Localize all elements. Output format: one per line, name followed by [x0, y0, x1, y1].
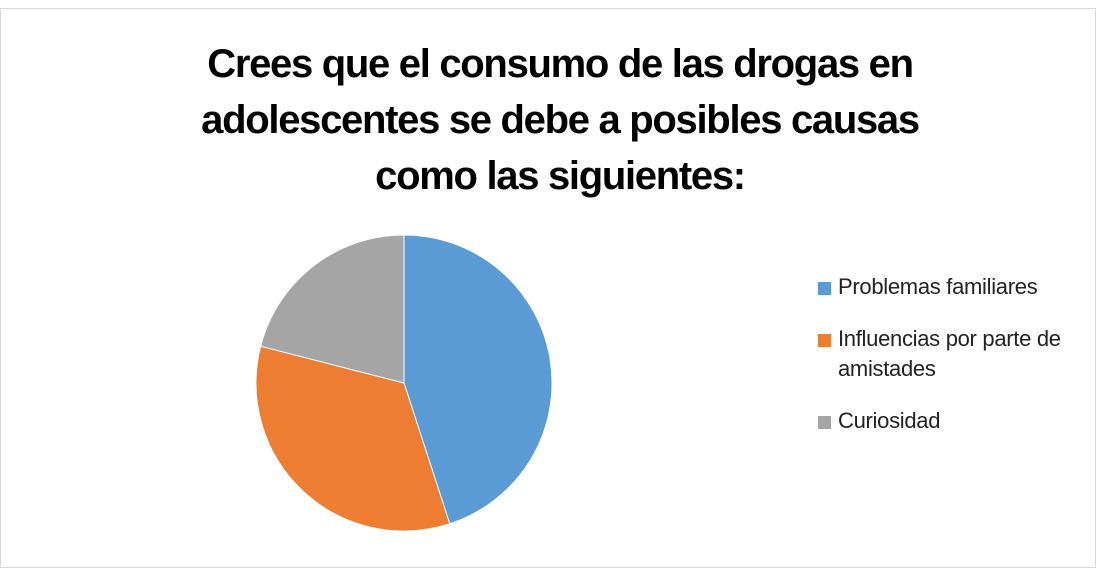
legend-swatch — [818, 334, 831, 347]
legend-item: Curiosidad — [818, 406, 1068, 436]
chart-title: Crees que el consumo de las drogas en ad… — [201, 42, 920, 198]
pie-slice — [403, 234, 553, 525]
chart — [255, 234, 553, 532]
legend-label: Problemas familiares — [838, 274, 1038, 299]
legend-swatch — [818, 282, 831, 295]
pie-slice — [255, 345, 451, 532]
legend-item: Problemas familiares — [818, 272, 1068, 302]
legend: Problemas familiares Influencias por part… — [818, 272, 1068, 458]
legend-label: Curiosidad — [838, 408, 941, 433]
page: {"chart_data": {"type": "pie", "title": … — [0, 8, 1096, 568]
legend-label: Influencias por parte de amistades — [838, 326, 1061, 381]
legend-swatch — [818, 416, 831, 429]
legend-item: Influencias por parte de amistades — [818, 324, 1068, 384]
pie-slice — [260, 234, 405, 384]
